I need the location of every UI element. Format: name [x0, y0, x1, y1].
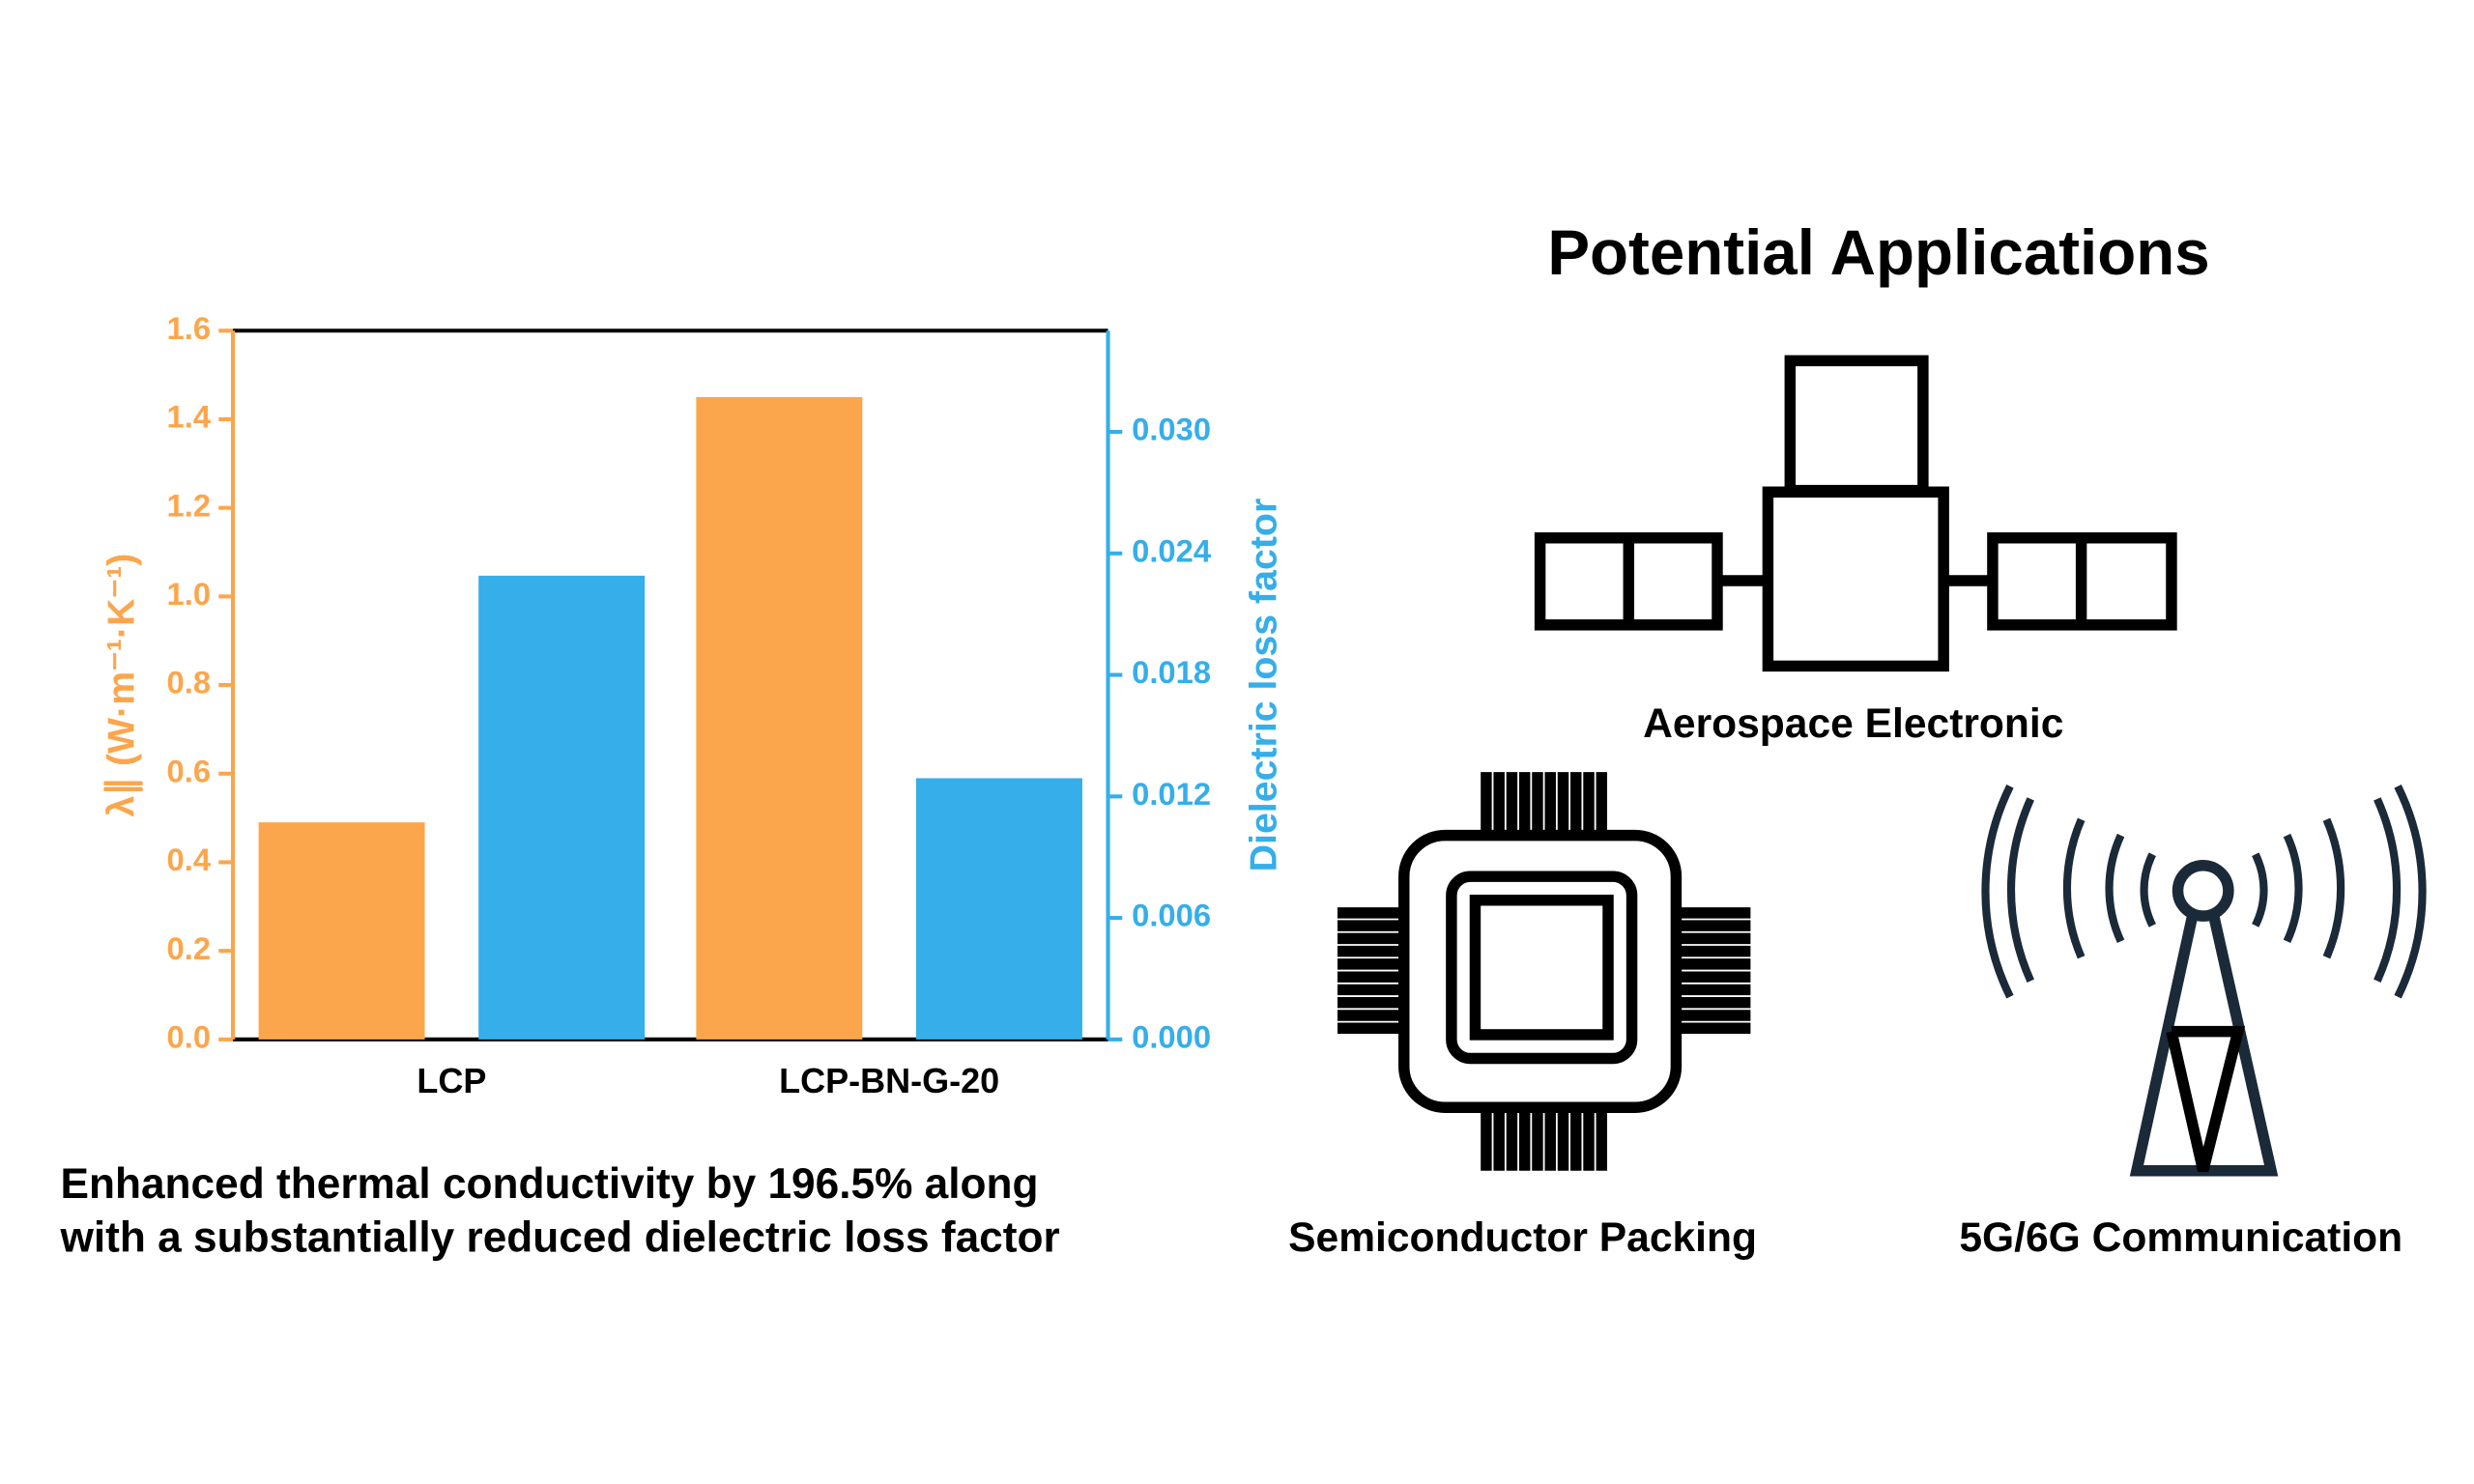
application-label: Semiconductor Packing — [1288, 1214, 1757, 1261]
chart: 0.0 0.2 0.4 0.6 0.8 1.0 1.2 1.4 1.6 0.000 0.006 0.0… — [100, 310, 1284, 1100]
x-tick-label: LCP-BN-G-20 — [779, 1061, 999, 1100]
applications-title: Potential Applications — [1547, 217, 2209, 288]
bar — [915, 778, 1082, 1040]
y2-tick-label: 0.012 — [1132, 776, 1211, 812]
chip-icon — [1337, 772, 1751, 1171]
bar — [258, 822, 425, 1040]
y-tick-label: 0.4 — [167, 842, 212, 877]
y2-axis-label: Dielectric loss factor — [1243, 499, 1285, 872]
y2-tick-label: 0.018 — [1132, 654, 1211, 690]
tower-icon — [1981, 785, 2427, 1177]
y-tick-label: 1.0 — [167, 576, 212, 612]
y-tick-label: 0.6 — [167, 753, 212, 788]
y-axis-label: λ∥ (W·m⁻¹·K⁻¹) — [100, 554, 142, 817]
y2-tick-label: 0.006 — [1132, 898, 1211, 933]
bar — [696, 397, 863, 1040]
y2-tick-label: 0.030 — [1132, 412, 1211, 447]
y2-tick-label: 0.024 — [1132, 532, 1212, 568]
y-tick-label: 0.2 — [167, 930, 212, 966]
y2-tick-label: 0.000 — [1132, 1019, 1211, 1055]
satellite-icon — [1534, 355, 2177, 672]
bar — [478, 575, 646, 1040]
x-tick-label: LCP — [417, 1061, 486, 1100]
y-tick-label: 1.6 — [167, 310, 212, 346]
caption: with a substantially reduced dielectric … — [59, 1213, 1059, 1261]
caption: Enhanced thermal conductivity by 196.5% … — [60, 1160, 1038, 1208]
y-tick-label: 0.8 — [167, 665, 212, 700]
y-tick-label: 1.2 — [167, 487, 212, 523]
y-tick-label: 1.4 — [167, 399, 212, 435]
application-label: 5G/6G Communication — [1959, 1214, 2402, 1261]
y-tick-label: 0.0 — [167, 1019, 212, 1055]
application-label: Aerospace Electronic — [1643, 700, 2063, 747]
